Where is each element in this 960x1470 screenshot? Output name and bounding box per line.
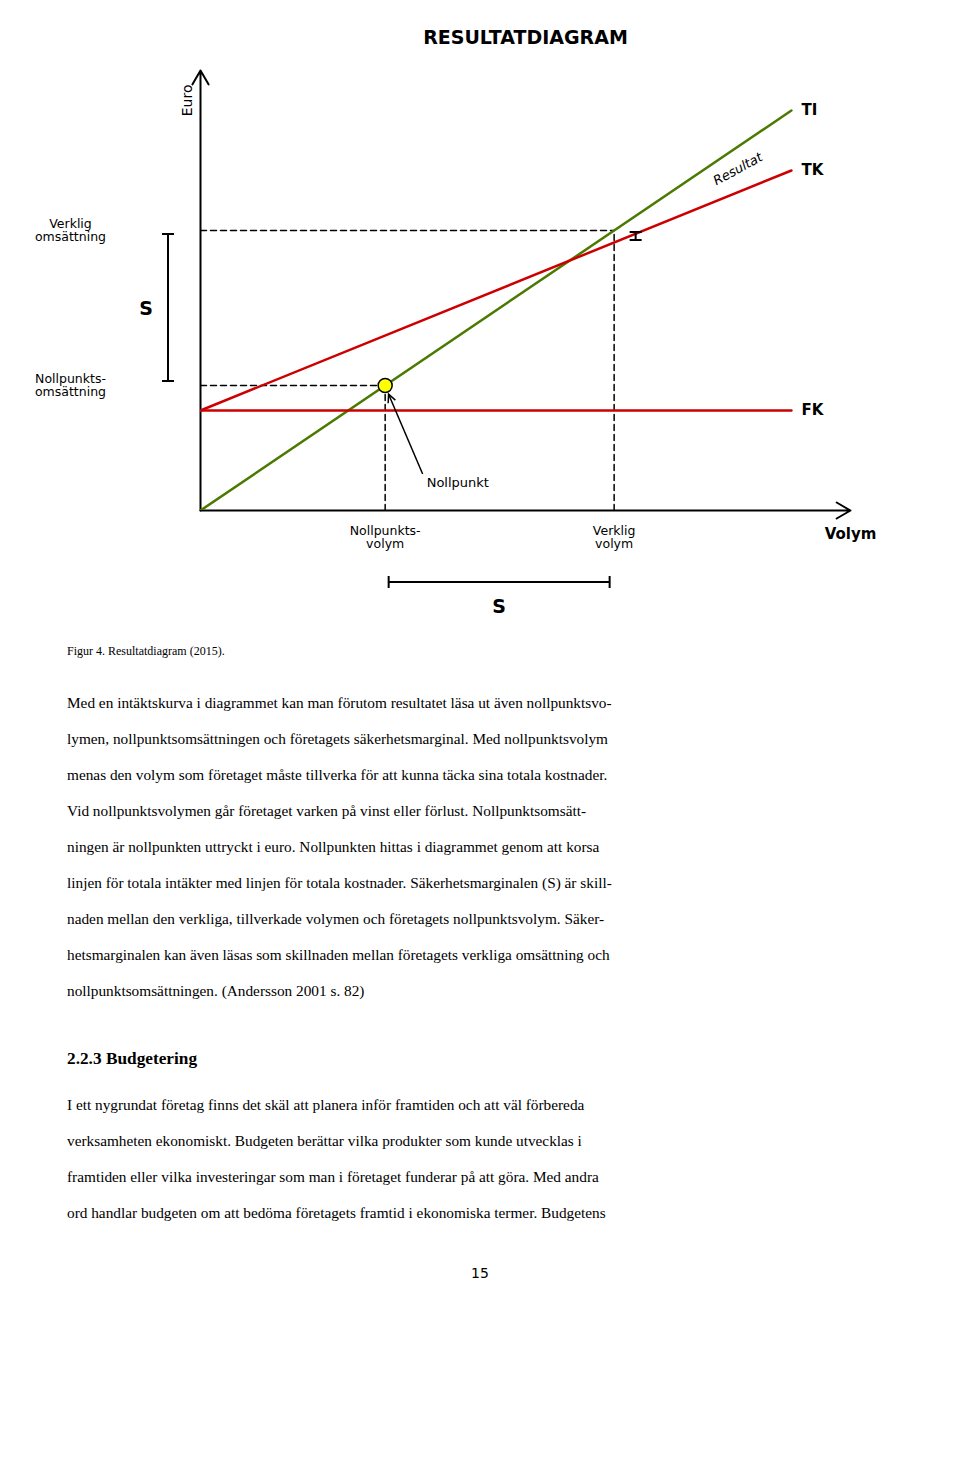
svg-text:Verkligomsättning: Verkligomsättning	[35, 216, 106, 244]
svg-text:Verkligvolym: Verkligvolym	[593, 523, 636, 551]
html-text:menas den volym som företaget: menas den volym som företaget måste till…	[67, 766, 608, 783]
html-text:naden mellan den verkliga, til: naden mellan den verkliga, tillverkade v…	[67, 910, 605, 927]
html-text:framtiden eller vilka invester: framtiden eller vilka investeringar som …	[67, 1168, 599, 1185]
svg-text:Nollpunkt: Nollpunkt	[427, 475, 489, 490]
svg-text:S: S	[139, 297, 153, 319]
svg-text:Euro: Euro	[179, 85, 195, 117]
svg-text:TK: TK	[801, 161, 824, 179]
html-text:hetsmarginalen kan även läsas: hetsmarginalen kan även läsas som skilln…	[67, 946, 610, 963]
html-text:Vid nollpunktsvolymen går före: Vid nollpunktsvolymen går företaget vark…	[67, 802, 587, 819]
html-text:15: 15	[471, 1265, 489, 1281]
html-text:I ett nygrundat företag finns: I ett nygrundat företag finns det skäl a…	[67, 1096, 585, 1113]
svg-text:Nollpunkts-omsättning: Nollpunkts-omsättning	[35, 371, 106, 399]
html-text:verksamheten ekonomiskt. Budge: verksamheten ekonomiskt. Budgeten berätt…	[67, 1132, 582, 1149]
html-text:nollpunktsomsättningen. (Ander: nollpunktsomsättningen. (Andersson 2001 …	[67, 982, 365, 999]
svg-text:Volym: Volym	[825, 525, 877, 543]
svg-text:S: S	[492, 595, 506, 617]
svg-text:RESULTATDIAGRAM: RESULTATDIAGRAM	[423, 26, 628, 48]
svg-text:Nollpunkts-volym: Nollpunkts-volym	[350, 523, 421, 551]
html-text:ord handlar budgeten om att be: ord handlar budgeten om att bedöma föret…	[67, 1204, 606, 1221]
html-text:lymen, nollpunktsomsättningen: lymen, nollpunktsomsättningen och företa…	[67, 730, 608, 747]
svg-text:FK: FK	[801, 401, 824, 419]
svg-text:Resultat: Resultat	[710, 149, 765, 188]
html-text:Med en intäktskurva i diagramm: Med en intäktskurva i diagrammet kan man…	[67, 694, 612, 711]
html-text:linjen för totala intäkter med: linjen för totala intäkter med linjen fö…	[67, 874, 612, 891]
svg-text:TI: TI	[801, 101, 817, 119]
html-text:2.2.3 Budgetering: 2.2.3 Budgetering	[67, 1049, 198, 1068]
html-text:Figur 4. Resultatdiagram (2015: Figur 4. Resultatdiagram (2015).	[67, 644, 225, 658]
html-text:ningen är nollpunkten uttryckt: ningen är nollpunkten uttryckt i euro. N…	[67, 838, 600, 855]
